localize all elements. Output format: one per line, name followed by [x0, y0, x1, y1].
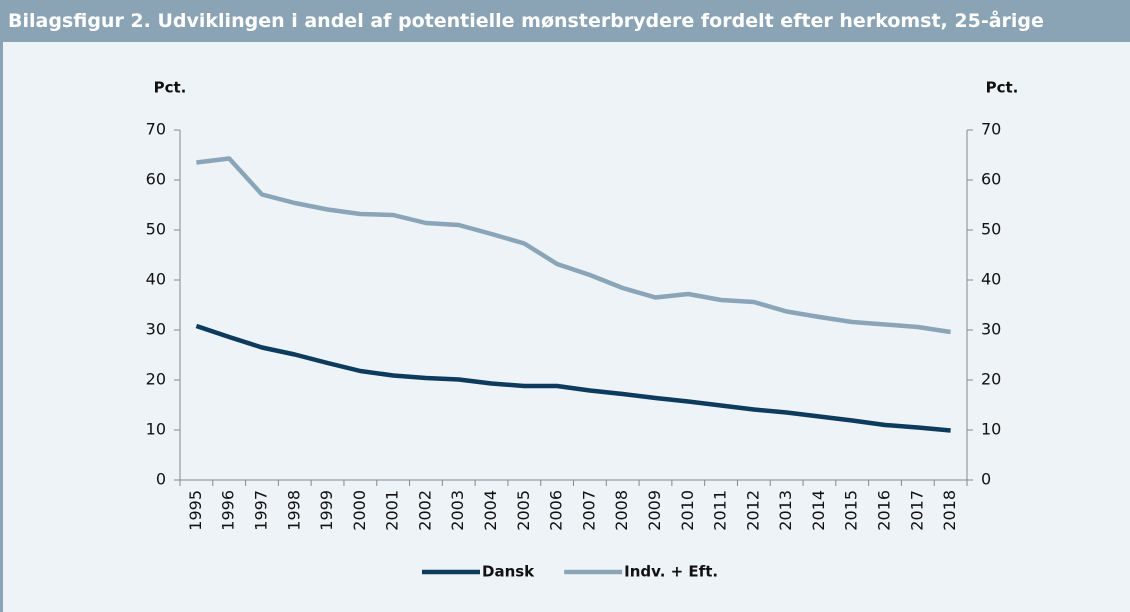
x-tick-label: 2007: [579, 490, 598, 531]
line-series: [195, 323, 951, 433]
x-tick-label: 1995: [186, 490, 205, 531]
y-tick-label: 0: [156, 470, 166, 489]
y-tick-label: 40: [146, 270, 166, 289]
x-tick-label: 2012: [743, 490, 762, 531]
x-tick-label: 2005: [514, 490, 533, 531]
x-tick-label: 1996: [219, 490, 238, 531]
y2-tick-label: 20: [981, 370, 1001, 389]
x-tick-label: 2004: [481, 490, 500, 531]
x-tick-label: 2008: [612, 490, 631, 531]
y-tick-label: 10: [146, 420, 166, 439]
x-tick-label: 1997: [251, 490, 270, 531]
y-axis-label: Pct.: [154, 79, 187, 97]
y-tick-label: 30: [146, 320, 166, 339]
x-tick-label: 2010: [678, 490, 697, 531]
x-tick-label: 1999: [317, 490, 336, 531]
left-border: [0, 42, 3, 612]
x-tick-label: 2011: [711, 490, 730, 531]
y2-tick-label: 0: [981, 470, 991, 489]
y2-tick-label: 10: [981, 420, 1001, 439]
y-tick-label: 50: [146, 220, 166, 239]
y-tick-label: 20: [146, 370, 166, 389]
x-tick-label: 2000: [350, 490, 369, 531]
x-tick-label: 2017: [907, 490, 926, 531]
x-tick-label: 1998: [284, 490, 303, 531]
y-tick-label: 70: [146, 120, 166, 139]
legend-label: Indv. + Eft.: [624, 563, 718, 581]
x-tick-label: 2016: [875, 490, 894, 531]
y-tick-label: 60: [146, 170, 166, 189]
x-tick-label: 2009: [645, 490, 664, 531]
x-tick-label: 2018: [940, 490, 959, 531]
x-tick-label: 2006: [547, 490, 566, 531]
y2-axis-label: Pct.: [986, 79, 1019, 97]
y2-tick-label: 60: [981, 170, 1001, 189]
legend-label: Dansk: [482, 563, 535, 581]
title-bar: Bilagsfigur 2. Udviklingen i andel af po…: [0, 0, 1130, 42]
x-tick-label: 2001: [383, 490, 402, 531]
x-tick-label: 2003: [448, 490, 467, 531]
x-tick-label: 2013: [776, 490, 795, 531]
line-series: [196, 156, 951, 335]
y2-tick-label: 70: [981, 120, 1001, 139]
x-tick-label: 2015: [842, 490, 861, 531]
x-tick-label: 2002: [415, 490, 434, 531]
y2-tick-label: 30: [981, 320, 1001, 339]
x-tick-label: 2014: [809, 490, 828, 531]
y2-tick-label: 40: [981, 270, 1001, 289]
y2-tick-label: 50: [981, 220, 1001, 239]
